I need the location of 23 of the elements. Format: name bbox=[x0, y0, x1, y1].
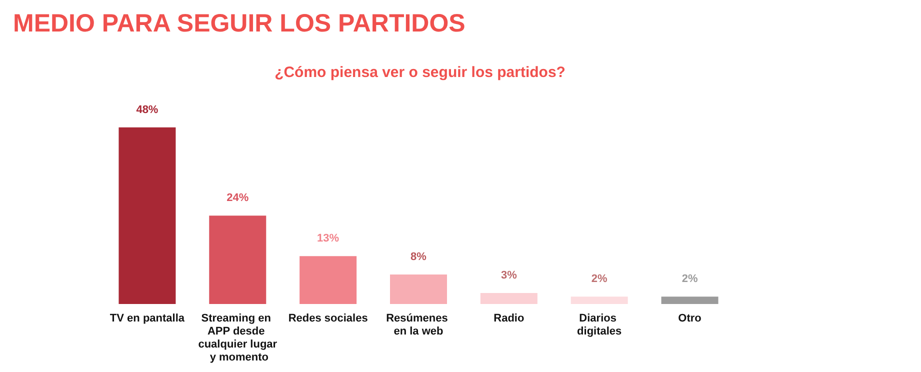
data-label: 24% bbox=[226, 192, 249, 204]
data-label: 8% bbox=[410, 251, 427, 264]
data-label: 13% bbox=[317, 232, 340, 245]
x-tick-label: TV en pantalla bbox=[110, 312, 186, 324]
data-label: 2% bbox=[682, 273, 698, 286]
bar bbox=[118, 127, 176, 304]
x-tick-label: Diarios digitales bbox=[577, 312, 622, 338]
x-tick-label: Resúmenes en la web bbox=[386, 312, 451, 338]
bar bbox=[209, 216, 266, 304]
bar bbox=[480, 292, 538, 304]
bar bbox=[661, 296, 718, 304]
x-tick-label: Redes sociales bbox=[288, 312, 368, 324]
chart-title: MEDIO PARA SEGUIR LOS PARTIDOS bbox=[13, 10, 466, 38]
bar bbox=[300, 256, 357, 304]
chart-subtitle: ¿Cómo piensa ver o seguir los partidos? bbox=[274, 64, 566, 81]
data-label: 48% bbox=[136, 104, 158, 116]
x-tick-label: Otro bbox=[678, 312, 702, 324]
data-label: 3% bbox=[500, 269, 518, 282]
data-label: 2% bbox=[591, 273, 608, 286]
bar bbox=[390, 274, 447, 304]
x-tick-label: Radio bbox=[494, 312, 524, 324]
bar bbox=[570, 296, 628, 304]
x-tick-label: Streaming en APP desde cualquier lugar y momento bbox=[198, 312, 278, 364]
